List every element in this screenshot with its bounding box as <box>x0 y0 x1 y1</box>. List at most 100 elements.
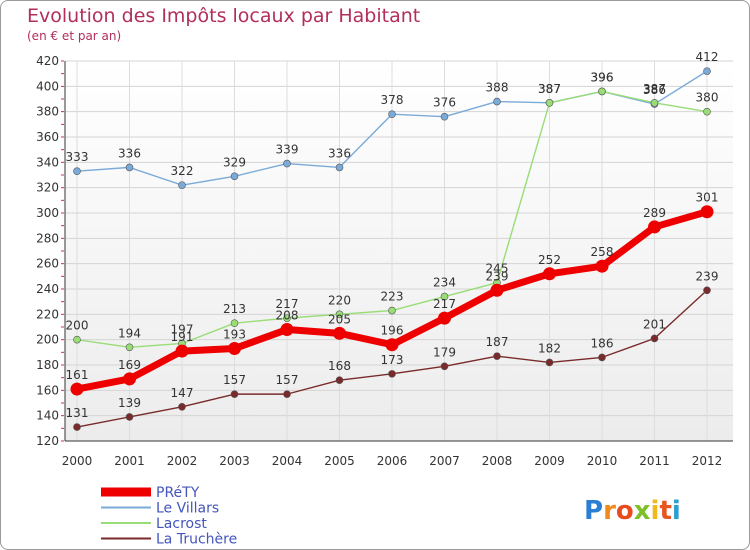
x-tick-label-2000: 2000 <box>62 454 93 468</box>
series-3-point-2004 <box>283 390 291 398</box>
data-label-3-2012: 239 <box>696 269 719 283</box>
x-tick-label-2006: 2006 <box>377 454 408 468</box>
data-label-2-2008: 245 <box>486 262 509 276</box>
x-tick-label-2003: 2003 <box>219 454 250 468</box>
data-label-3-2001: 139 <box>118 396 141 410</box>
series-2-point-2005 <box>335 310 344 319</box>
data-label-1-2000: 333 <box>66 150 89 164</box>
logo-letter: r <box>603 496 616 526</box>
series-1-point-2003 <box>230 172 239 181</box>
series-0-point-2007 <box>438 311 451 325</box>
series-1-point-2008 <box>493 97 501 106</box>
series-3-point-2006 <box>388 370 396 378</box>
series-2-point-2009 <box>545 99 554 107</box>
x-tick-label-2010: 2010 <box>587 454 618 468</box>
series-0-point-2005 <box>333 326 346 340</box>
logo-letter: x <box>634 496 651 526</box>
x-tick-label-2012: 2012 <box>692 454 723 468</box>
series-2-point-2011 <box>650 99 659 107</box>
data-label-3-2010: 186 <box>591 336 614 350</box>
y-tick-label-300: 300 <box>36 206 59 220</box>
series-3-point-2001 <box>125 413 134 421</box>
data-label-1-2007: 376 <box>433 96 456 110</box>
y-tick-label-240: 240 <box>36 282 59 296</box>
logo-letter: t <box>659 496 671 526</box>
series-1-point-2007 <box>440 112 449 121</box>
data-label-0-2011: 289 <box>643 206 666 220</box>
legend-label-1: Le Villars <box>156 501 219 517</box>
series-0-point-2004 <box>280 323 294 337</box>
data-label-0-2000: 161 <box>66 368 89 382</box>
series-0-point-2002 <box>175 344 189 358</box>
data-label-2-2000: 200 <box>66 319 89 333</box>
data-label-0-2004: 208 <box>276 309 299 323</box>
data-label-1-2002: 322 <box>171 164 194 178</box>
x-tick-label-2011: 2011 <box>639 454 670 468</box>
data-label-3-2008: 187 <box>486 335 509 349</box>
data-label-1-2006: 378 <box>381 93 404 107</box>
chart-subtitle: (en € et par an) <box>27 29 122 43</box>
x-tick-label-2002: 2002 <box>167 454 198 468</box>
series-2-point-2007 <box>440 292 449 301</box>
x-tick-label-2004: 2004 <box>272 454 303 468</box>
y-tick-label-320: 320 <box>36 181 59 195</box>
data-label-0-2007: 217 <box>433 297 456 311</box>
data-label-0-2002: 191 <box>171 330 194 344</box>
y-tick-label-220: 220 <box>36 307 59 321</box>
data-label-1-2004: 339 <box>276 143 299 157</box>
series-1-point-2002 <box>178 181 186 189</box>
plot-area <box>65 61 733 441</box>
data-label-2-2007: 234 <box>433 276 456 290</box>
data-label-2-2001: 194 <box>118 326 141 340</box>
data-label-2-2004: 217 <box>276 297 299 311</box>
series-1-point-2012 <box>703 67 711 75</box>
series-3-point-2007 <box>440 362 449 371</box>
series-0-point-2003 <box>228 342 241 356</box>
data-label-1-2008: 388 <box>486 81 509 95</box>
series-3-point-2003 <box>230 390 239 398</box>
data-label-2-2006: 223 <box>381 290 404 304</box>
logo-letter: o <box>616 496 634 526</box>
y-tick-label-280: 280 <box>36 231 59 245</box>
series-0-point-2000 <box>70 382 84 396</box>
data-label-3-2009: 182 <box>538 341 561 355</box>
axes: 120 140 160 180 200 220 240 260 280 300 320 340 360 3… <box>36 54 733 468</box>
data-label-0-2012: 301 <box>696 191 719 205</box>
data-labels: 161 169 191 193 208 205 196 217 239 252 258 289 301 3… <box>66 50 719 420</box>
x-tick-label-2001: 2001 <box>114 454 145 468</box>
series-2-point-2001 <box>125 343 134 352</box>
y-tick-label-160: 160 <box>36 383 59 397</box>
data-label-2-2010: 396 <box>591 70 614 84</box>
x-tick-label-2009: 2009 <box>534 454 565 468</box>
series-2-point-2010 <box>598 87 606 96</box>
legend-label-3: La Truchère <box>156 532 237 548</box>
y-tick-label-400: 400 <box>36 79 59 93</box>
y-tick-label-200: 200 <box>36 333 59 347</box>
series-3-point-2011 <box>650 334 659 343</box>
series-layer <box>70 67 714 431</box>
data-label-0-2005: 205 <box>328 312 351 326</box>
y-tick-label-120: 120 <box>36 434 59 448</box>
data-label-3-2007: 179 <box>433 345 456 359</box>
y-tick-label-340: 340 <box>36 155 59 169</box>
y-tick-label-380: 380 <box>36 105 59 119</box>
x-tick-label-2005: 2005 <box>324 454 355 468</box>
series-2-point-2012 <box>703 107 711 116</box>
y-tick-label-420: 420 <box>36 54 59 68</box>
data-label-3-2003: 157 <box>223 373 246 387</box>
data-label-3-2006: 173 <box>381 353 404 367</box>
data-label-2-2011: 387 <box>643 82 666 96</box>
series-3-point-2009 <box>545 358 554 367</box>
data-label-1-2009: 387 <box>538 82 561 96</box>
chart-title: Evolution des Impôts locaux par Habitant <box>27 5 421 27</box>
series-1-point-2005 <box>335 163 344 172</box>
series-2-point-2003 <box>230 319 239 328</box>
data-label-1-2003: 329 <box>223 155 246 169</box>
data-label-0-2006: 196 <box>381 324 404 338</box>
data-label-3-2011: 201 <box>643 317 666 331</box>
data-label-2-2005: 220 <box>328 293 351 307</box>
data-label-2-2012: 380 <box>696 91 719 105</box>
legend-label-2: Lacrost <box>156 516 207 532</box>
